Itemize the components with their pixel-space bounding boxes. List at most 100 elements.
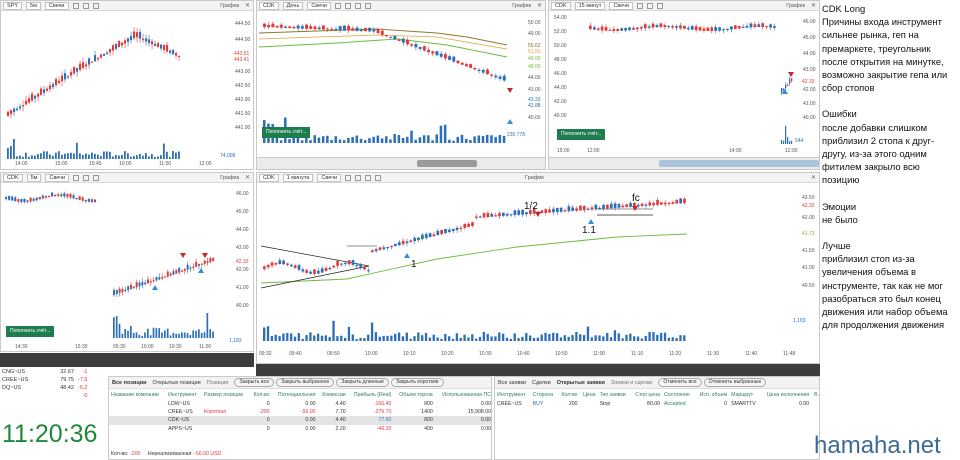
candle-body bbox=[203, 260, 206, 264]
toolbar-icon[interactable] bbox=[334, 2, 341, 9]
column-header[interactable]: Цена исполнения bbox=[766, 392, 810, 399]
column-header[interactable]: Цена bbox=[583, 392, 596, 399]
column-header[interactable]: Маршрут bbox=[731, 392, 754, 399]
close-long-button[interactable]: Закрыть длинные bbox=[336, 378, 389, 387]
toolbar-icon[interactable] bbox=[354, 2, 361, 9]
toolbar-icon[interactable] bbox=[344, 2, 351, 9]
column-header[interactable]: Комиссии bbox=[322, 392, 346, 399]
tab-trades[interactable]: Сделки bbox=[531, 379, 551, 386]
volume-bar bbox=[644, 335, 647, 341]
candle-body bbox=[456, 60, 460, 64]
toolbar-icon[interactable] bbox=[365, 174, 372, 181]
toolbar-icon[interactable] bbox=[647, 2, 654, 9]
toolbar-icon[interactable] bbox=[637, 2, 644, 9]
column-header[interactable]: Использованная ПС bbox=[442, 392, 491, 399]
column-header[interactable]: Потенциальная bbox=[277, 392, 316, 399]
table-row[interactable]: CREE~US Короткая -200 -56.00 7.70 -279.7… bbox=[109, 408, 491, 416]
timeline-scrollbar[interactable] bbox=[0, 353, 254, 367]
column-header[interactable]: Исп. объем bbox=[699, 392, 728, 399]
close-icon[interactable]: ✕ bbox=[536, 3, 542, 9]
column-header[interactable]: Объем торгов bbox=[399, 392, 433, 399]
close-icon[interactable]: ✕ bbox=[810, 175, 816, 181]
column-header[interactable]: Прибыль (Real) bbox=[353, 392, 392, 399]
candle-body bbox=[544, 209, 548, 213]
table-row[interactable]: APPS~US 0 0.00 2.20 -46.20 400 0.00 bbox=[109, 425, 491, 433]
interval-select[interactable]: День bbox=[282, 1, 304, 10]
top-up-account-button[interactable]: Пополнить счёт... bbox=[6, 326, 55, 337]
tab-open-positions[interactable]: Открытые позиции bbox=[152, 379, 201, 386]
toolbar-icon[interactable] bbox=[364, 2, 371, 9]
candle-body bbox=[382, 247, 386, 250]
chart-type-select[interactable]: Свечи bbox=[307, 1, 331, 10]
tab-all-positions[interactable]: Все позиции bbox=[112, 379, 147, 386]
table-row[interactable]: CDK~US 0 0.00 4.40 77.60 800 0.00 bbox=[109, 416, 491, 425]
symbol-field[interactable]: CDK bbox=[259, 1, 279, 10]
table-row[interactable]: CREE~US BUY 200 Stop 80.00 Accepted 0 SM… bbox=[495, 399, 819, 407]
close-icon[interactable]: ✕ bbox=[244, 175, 250, 181]
toolbar-icon[interactable] bbox=[345, 174, 352, 181]
symbol-field[interactable]: CDK bbox=[259, 173, 279, 182]
column-header[interactable]: Инструмент bbox=[168, 392, 197, 399]
top-up-account-button[interactable]: Пополнить счёт... bbox=[557, 129, 606, 140]
watchlist-row[interactable]: CNG~US 32.67 -1 bbox=[0, 368, 89, 376]
toolbar-icon[interactable] bbox=[355, 174, 362, 181]
candle-body bbox=[34, 95, 37, 99]
tab-all-orders[interactable]: Все заявки bbox=[498, 379, 526, 386]
tab-open-orders[interactable]: Открытые заявки bbox=[556, 379, 605, 386]
close-selected-button[interactable]: Закрыть выбранное bbox=[276, 378, 335, 387]
close-icon[interactable]: ✕ bbox=[810, 3, 816, 9]
toolbar-icon[interactable] bbox=[83, 174, 90, 181]
toolbar-icon[interactable] bbox=[73, 174, 80, 181]
timeline-scrollbar[interactable] bbox=[256, 364, 820, 376]
chart-type-select[interactable]: Свечи bbox=[609, 1, 634, 10]
column-header[interactable]: Тип заявки bbox=[599, 392, 626, 399]
chart-scrollbar[interactable] bbox=[257, 157, 545, 169]
symbol-field[interactable]: SPY bbox=[3, 1, 23, 10]
time-tick: 15:00 bbox=[557, 148, 570, 154]
column-header[interactable]: В. bbox=[814, 392, 819, 399]
interval-select[interactable]: 1 минута bbox=[282, 173, 314, 182]
toolbar-icon[interactable] bbox=[92, 2, 99, 9]
toolbar-icon[interactable] bbox=[72, 2, 79, 9]
candle-body bbox=[548, 209, 551, 213]
column-header[interactable]: Название компании bbox=[111, 392, 159, 399]
chart-type-select[interactable]: Свечи bbox=[44, 1, 69, 10]
toolbar-icon[interactable] bbox=[93, 174, 100, 181]
scroll-thumb[interactable] bbox=[659, 160, 819, 167]
volume-bar bbox=[363, 338, 366, 341]
close-icon[interactable]: ✕ bbox=[244, 3, 250, 9]
column-header[interactable]: Размер позиции bbox=[204, 392, 243, 399]
candle-body bbox=[612, 29, 616, 31]
toolbar-icon[interactable] bbox=[82, 2, 89, 9]
top-up-account-button[interactable]: Пополнить счёт... bbox=[262, 127, 311, 138]
symbol-field[interactable]: CDK bbox=[551, 1, 571, 10]
toolbar-icon[interactable] bbox=[375, 174, 382, 181]
watchlist-row[interactable]: -0 bbox=[0, 392, 89, 400]
close-all-button[interactable]: Закрыть все bbox=[234, 378, 275, 387]
volume-bar bbox=[340, 335, 343, 341]
close-short-button[interactable]: Закрыть короткие bbox=[390, 378, 444, 387]
column-header[interactable]: Инструмент bbox=[497, 392, 526, 399]
interval-select[interactable]: 15 минут bbox=[574, 1, 606, 10]
column-header[interactable]: Кол-во bbox=[253, 392, 270, 399]
interval-select[interactable]: 5м bbox=[26, 1, 41, 10]
chart-scrollbar[interactable] bbox=[549, 157, 819, 169]
cancel-all-button[interactable]: Отменить все bbox=[658, 378, 702, 387]
watchlist-row[interactable]: DQ~US 48.42 -6.2 bbox=[0, 384, 89, 392]
watchlist-row[interactable]: CREE~US 79.75 -7.5 bbox=[0, 376, 89, 384]
symbol-field[interactable]: CDK bbox=[3, 173, 23, 182]
tab-positions[interactable]: Позиции bbox=[206, 379, 229, 386]
toolbar-icon[interactable] bbox=[657, 2, 664, 9]
chart-type-select[interactable]: Свечи bbox=[45, 173, 70, 182]
chart-type-select[interactable]: Свечи bbox=[317, 173, 342, 182]
volume-bar bbox=[97, 154, 99, 159]
table-row[interactable]: LDW~US 0 0.00 4.40 -166.40 800 0.00 bbox=[109, 399, 491, 407]
cancel-selected-button[interactable]: Отменить выбранные bbox=[703, 378, 767, 387]
scroll-thumb[interactable] bbox=[417, 160, 477, 167]
column-header[interactable]: Сторона bbox=[532, 392, 554, 399]
column-header[interactable]: Стоп цена bbox=[635, 392, 660, 399]
volume-bar bbox=[548, 334, 551, 341]
column-header[interactable]: Состояние bbox=[663, 392, 690, 399]
column-header[interactable]: Кол-во bbox=[561, 392, 578, 399]
interval-select[interactable]: 5м bbox=[26, 173, 42, 182]
